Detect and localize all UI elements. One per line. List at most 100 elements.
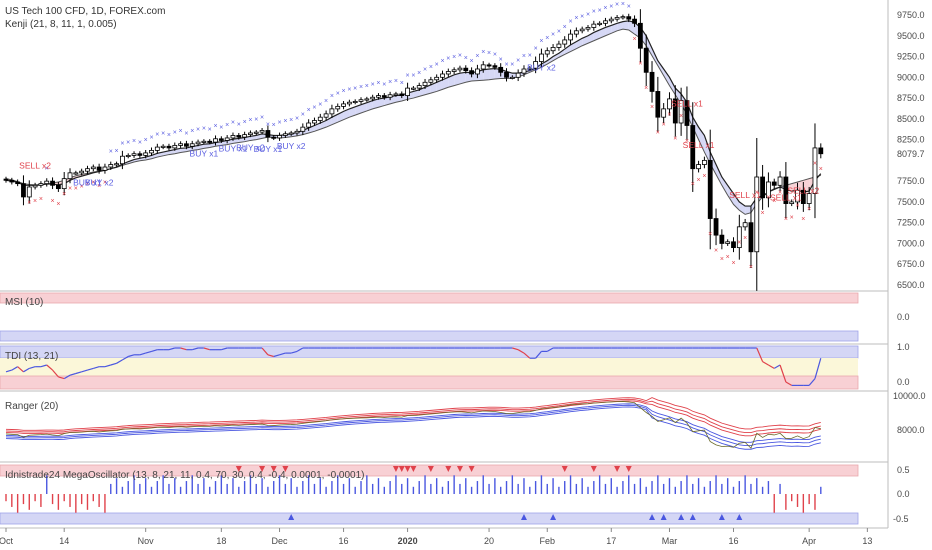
candle-body bbox=[585, 27, 591, 30]
candle-body bbox=[44, 180, 50, 185]
kenji-cloud-segment bbox=[366, 100, 373, 111]
candle-body bbox=[608, 18, 614, 22]
candle-body bbox=[149, 150, 154, 154]
time-axis[interactable]: Oct 14 Nov 18 Dec 16 2020 20 Feb 17 Mar 16 Apr 13 bbox=[0, 528, 872, 546]
tdi-line-segment bbox=[168, 347, 175, 351]
trend-marker: × bbox=[336, 91, 340, 98]
kenji-cloud-segment bbox=[308, 125, 315, 133]
price-tick-label: 6500.0 bbox=[897, 280, 925, 290]
overbought-marker bbox=[590, 466, 597, 472]
tdi-panel[interactable]: 1.0 0.0 bbox=[0, 342, 910, 390]
tdi-line-segment bbox=[517, 349, 525, 354]
trend-marker: × bbox=[161, 130, 165, 137]
candle-body bbox=[73, 172, 79, 175]
candle-body bbox=[649, 71, 655, 92]
kenji-cloud-segment bbox=[663, 69, 670, 86]
time-tick-label: 16 bbox=[339, 536, 349, 546]
kenji-cloud-segment bbox=[803, 178, 810, 192]
candle-body bbox=[428, 79, 434, 83]
oversold-marker bbox=[660, 514, 667, 520]
candle-body bbox=[114, 163, 119, 166]
trend-marker: × bbox=[248, 117, 252, 124]
candle-body bbox=[242, 134, 248, 138]
kenji-cloud-segment bbox=[180, 147, 187, 153]
candle-body bbox=[667, 98, 672, 110]
candle-body bbox=[445, 71, 451, 75]
trend-marker: × bbox=[807, 206, 811, 213]
time-tick-label: 14 bbox=[59, 536, 69, 546]
mega-oscillator-panel[interactable]: 0.5 0.0 -0.5 bbox=[0, 464, 910, 525]
kenji-cloud-segment bbox=[727, 185, 734, 205]
trend-marker: × bbox=[56, 201, 60, 208]
trend-marker: × bbox=[481, 49, 485, 56]
trend-marker: × bbox=[179, 128, 183, 135]
tdi-line-segment bbox=[17, 366, 24, 373]
panel-frames bbox=[0, 0, 889, 529]
msi-panel[interactable]: 0.0 bbox=[0, 292, 910, 342]
tdi-line-segment bbox=[273, 354, 280, 358]
tdi-line-segment bbox=[46, 364, 53, 371]
trend-marker: × bbox=[679, 113, 683, 120]
trend-marker: × bbox=[819, 166, 823, 173]
kenji-cloud-segment bbox=[558, 49, 565, 58]
trend-marker: × bbox=[487, 50, 491, 57]
tdi-line-segment bbox=[785, 381, 793, 386]
ranger-tick-label: 10000.0 bbox=[893, 391, 926, 401]
kenji-cloud-segment bbox=[436, 79, 443, 92]
tdi-line-segment bbox=[180, 347, 187, 351]
tdi-line-segment bbox=[104, 364, 111, 368]
price-tick-label: 9000.0 bbox=[897, 72, 925, 82]
candle-body bbox=[800, 189, 806, 204]
tdi-line-segment bbox=[145, 350, 152, 354]
buy-signal-label: BUY x2 bbox=[277, 141, 306, 151]
time-tick-label: Dec bbox=[272, 536, 289, 546]
candle-body bbox=[90, 166, 96, 170]
tdi-line-segment bbox=[296, 347, 304, 352]
price-tick-label: 8250.0 bbox=[897, 135, 925, 145]
tdi-line-segment bbox=[221, 347, 228, 351]
oversold-marker bbox=[649, 514, 656, 520]
kenji-cloud-segment bbox=[361, 102, 367, 114]
candle-body bbox=[620, 16, 626, 19]
trend-marker: × bbox=[219, 125, 223, 132]
tdi-line-segment bbox=[52, 369, 59, 378]
trend-marker: × bbox=[365, 83, 369, 90]
trend-marker: × bbox=[347, 86, 351, 93]
trend-marker: × bbox=[423, 66, 427, 73]
mega-tick-label: 0.0 bbox=[897, 489, 910, 499]
price-tick-label: 8750.0 bbox=[897, 93, 925, 103]
candle-body bbox=[725, 241, 731, 244]
candle-body bbox=[480, 64, 486, 70]
candle-body bbox=[521, 68, 527, 74]
buy-signal-label: BUY x1 bbox=[254, 144, 283, 154]
tdi-line-segment bbox=[267, 354, 274, 358]
trend-marker: × bbox=[103, 179, 107, 186]
price-axis[interactable]: 9750.0 9500.0 9250.0 9000.0 8750.0 8500.0 8250… bbox=[889, 10, 932, 290]
sell-signal-label: SELL x1 bbox=[770, 192, 802, 202]
trend-marker: × bbox=[458, 52, 462, 59]
candle-body bbox=[719, 234, 725, 244]
kenji-cloud-segment bbox=[657, 60, 664, 76]
trend-marker: × bbox=[62, 191, 66, 198]
sell-signal-label: SELL x2 bbox=[787, 186, 819, 196]
candle-body bbox=[137, 153, 143, 156]
trend-marker: × bbox=[644, 85, 648, 92]
price-tick-label: 7000.0 bbox=[897, 238, 925, 248]
trend-marker: × bbox=[353, 86, 357, 93]
trend-marker: × bbox=[406, 72, 410, 79]
time-tick-label: Nov bbox=[138, 536, 155, 546]
candle-body bbox=[67, 172, 73, 180]
sell-signal-label: SELL x1 bbox=[671, 98, 703, 108]
candle-body bbox=[381, 95, 387, 98]
tdi-line-segment bbox=[523, 352, 531, 359]
ranger-panel[interactable]: 10000.0 8000.0 bbox=[5, 391, 926, 450]
candle-body bbox=[760, 176, 765, 199]
kenji-fast-line bbox=[5, 20, 822, 207]
main-price-panel[interactable]: × × ××× ××× × × × × × ×× ×× × × × × × × × × × × × × × × × × × × × × × × ×… bbox=[3, 1, 824, 291]
trend-marker: × bbox=[574, 15, 578, 22]
candle-body bbox=[352, 101, 358, 104]
candle-body bbox=[597, 22, 603, 25]
ranger-band-line bbox=[5, 403, 821, 443]
ranger-tick-label: 8000.0 bbox=[897, 425, 925, 435]
